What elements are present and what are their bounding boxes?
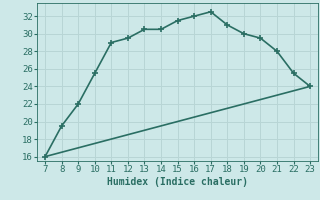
X-axis label: Humidex (Indice chaleur): Humidex (Indice chaleur) [107, 177, 248, 187]
